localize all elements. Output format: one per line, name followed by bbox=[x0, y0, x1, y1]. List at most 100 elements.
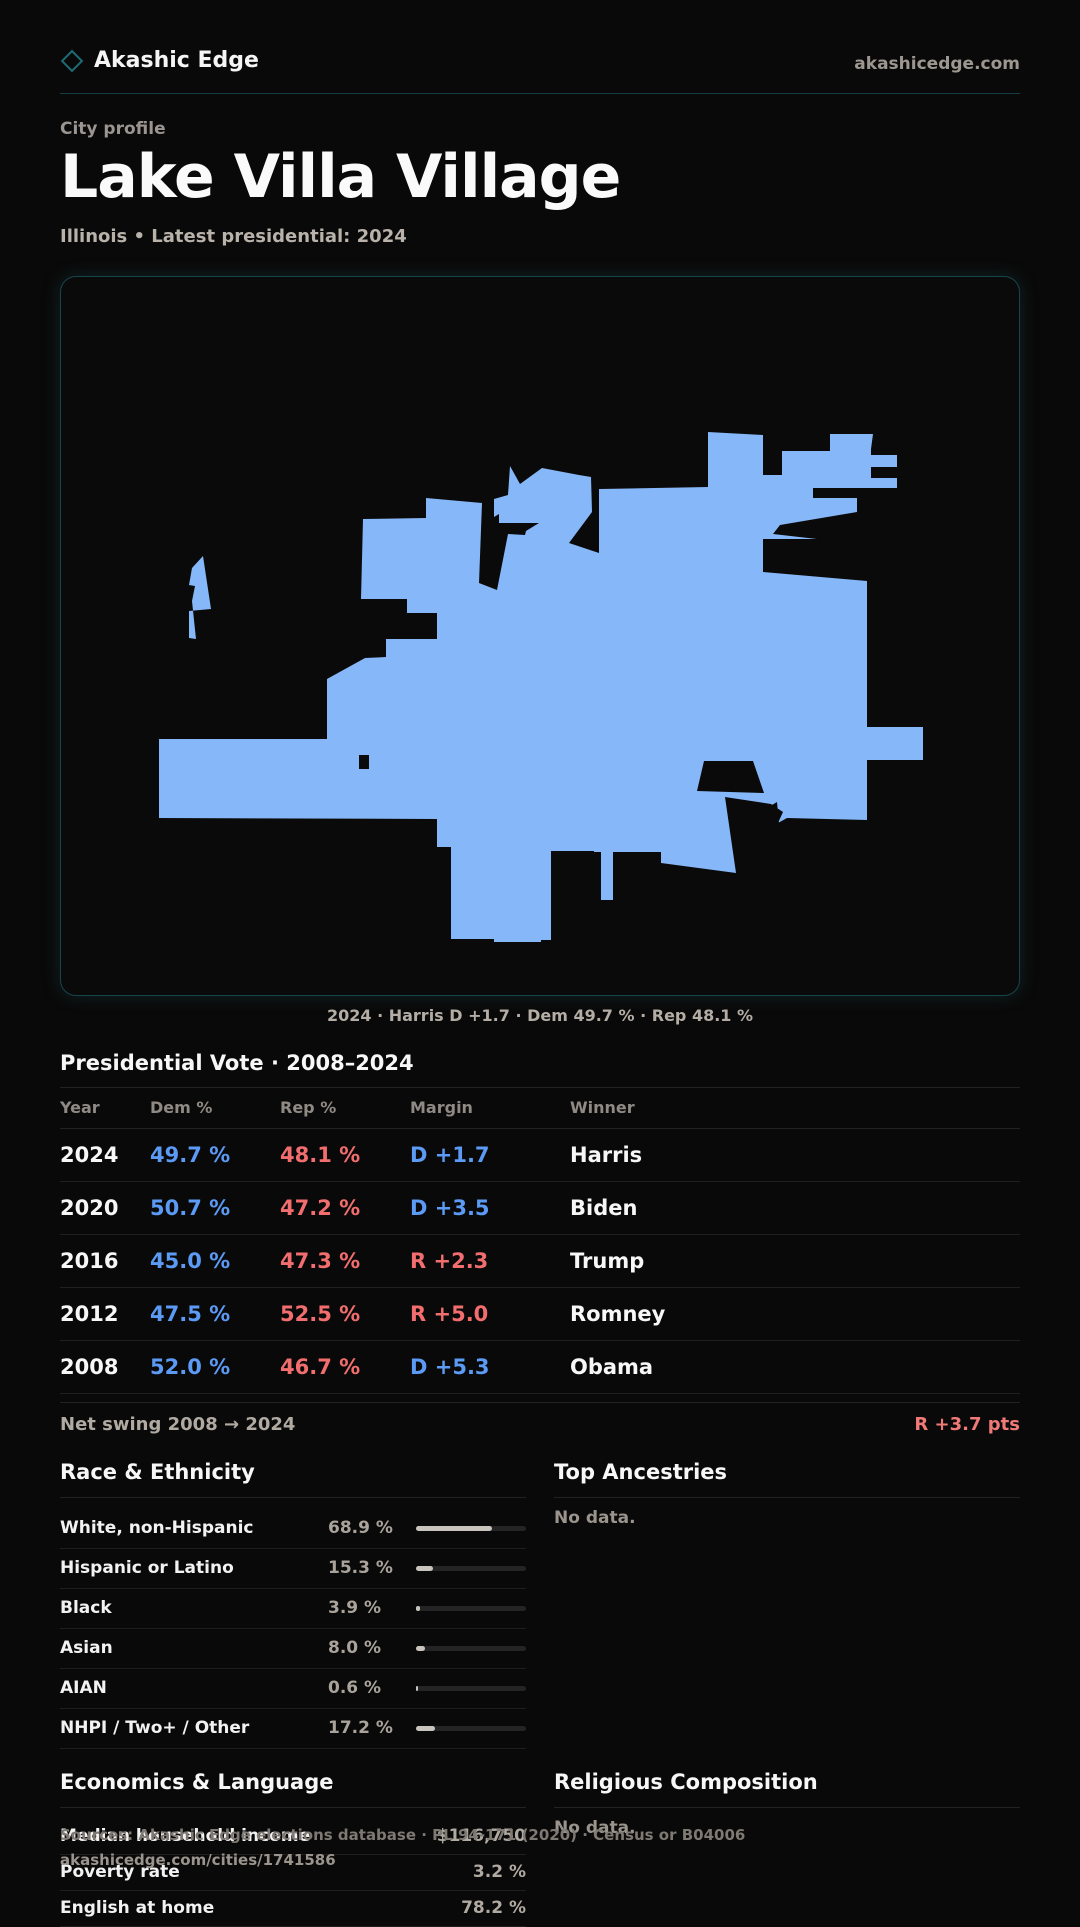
brand-link[interactable]: Akashic Edge bbox=[60, 48, 259, 73]
ancestry-title-divider bbox=[554, 1497, 1020, 1498]
row-dem-pct: 50.7 % bbox=[150, 1196, 231, 1220]
race-share-fill bbox=[416, 1686, 418, 1691]
race-percent: 3.9 % bbox=[328, 1598, 382, 1618]
economics-section-title: Economics & Language bbox=[60, 1770, 334, 1794]
header-divider bbox=[60, 93, 1020, 94]
page-subtitle: Illinois • Latest presidential: 2024 bbox=[60, 226, 407, 247]
boundary-holes bbox=[359, 334, 818, 824]
city-boundary-map bbox=[60, 276, 1020, 996]
row-margin: D +1.7 bbox=[410, 1143, 490, 1167]
row-margin: R +5.0 bbox=[410, 1302, 489, 1326]
row-winner: Harris bbox=[570, 1143, 643, 1167]
row-rep-pct: 52.5 % bbox=[280, 1302, 361, 1326]
col-rep-header: Rep % bbox=[280, 1098, 337, 1117]
brand-name: Akashic Edge bbox=[94, 48, 259, 73]
vote-table-row: 2024 49.7 % 48.1 % D +1.7 Harris bbox=[60, 1129, 1020, 1182]
col-year-header: Year bbox=[60, 1098, 100, 1117]
race-percent: 15.3 % bbox=[328, 1558, 393, 1578]
race-row: Asian 8.0 % bbox=[60, 1628, 526, 1669]
vote-table-row: 2012 47.5 % 52.5 % R +5.0 Romney bbox=[60, 1288, 1020, 1341]
vote-table-row: 2016 45.0 % 47.3 % R +2.3 Trump bbox=[60, 1235, 1020, 1288]
boundary-hole bbox=[697, 761, 764, 793]
race-share-bar bbox=[416, 1646, 526, 1651]
top-bar: Akashic Edge akashicedge.com bbox=[60, 48, 1020, 82]
map-caption: 2024 · Harris D +1.7 · Dem 49.7 % · Rep … bbox=[326, 1006, 754, 1025]
row-winner: Romney bbox=[570, 1302, 666, 1326]
row-rep-pct: 47.2 % bbox=[280, 1196, 361, 1220]
religion-empty-text: No data. bbox=[554, 1818, 636, 1838]
vote-table-row: 2020 50.7 % 47.2 % D +3.5 Biden bbox=[60, 1182, 1020, 1235]
row-margin: D +5.3 bbox=[410, 1355, 490, 1379]
economics-value: $116,750 bbox=[436, 1826, 526, 1846]
ancestry-section-title: Top Ancestries bbox=[554, 1460, 728, 1484]
page-url-link[interactable]: akashicedge.com/cities/1741586 bbox=[60, 1851, 336, 1869]
row-rep-pct: 46.7 % bbox=[280, 1355, 361, 1379]
row-year: 2016 bbox=[60, 1249, 119, 1273]
economics-row: Poverty rate 3.2 % bbox=[60, 1854, 526, 1891]
main-boundary-polygon bbox=[159, 432, 923, 942]
swing-divider bbox=[60, 1402, 1020, 1403]
net-swing-row: Net swing 2008 → 2024 R +3.7 pts bbox=[60, 1414, 1020, 1435]
row-year: 2008 bbox=[60, 1355, 119, 1379]
economics-row: English at home 78.2 % bbox=[60, 1890, 526, 1927]
row-winner: Obama bbox=[570, 1355, 654, 1379]
race-share-bar bbox=[416, 1606, 526, 1611]
economics-value: 78.2 % bbox=[461, 1898, 526, 1918]
race-share-fill bbox=[416, 1726, 435, 1731]
race-row: AIAN 0.6 % bbox=[60, 1668, 526, 1709]
site-domain-link[interactable]: akashicedge.com bbox=[854, 54, 1020, 74]
race-section-title: Race & Ethnicity bbox=[60, 1460, 255, 1484]
race-share-bar bbox=[416, 1566, 526, 1571]
race-label: White, non-Hispanic bbox=[60, 1518, 254, 1538]
race-share-fill bbox=[416, 1526, 492, 1531]
race-percent: 8.0 % bbox=[328, 1638, 382, 1658]
religion-title-divider bbox=[554, 1807, 1020, 1808]
ancestry-empty-text: No data. bbox=[554, 1508, 636, 1528]
economics-label: English at home bbox=[60, 1898, 215, 1918]
race-row: Black 3.9 % bbox=[60, 1588, 526, 1629]
race-row: White, non-Hispanic 68.9 % bbox=[60, 1508, 526, 1549]
col-margin-header: Margin bbox=[410, 1098, 473, 1117]
race-share-fill bbox=[416, 1606, 420, 1611]
economics-label: Median household income bbox=[60, 1826, 311, 1846]
race-share-bar bbox=[416, 1686, 526, 1691]
race-label: Asian bbox=[60, 1638, 113, 1658]
net-swing-value: R +3.7 pts bbox=[914, 1414, 1020, 1435]
race-row: NHPI / Two+ / Other 17.2 % bbox=[60, 1708, 526, 1749]
race-share-bar bbox=[416, 1726, 526, 1731]
race-percent: 68.9 % bbox=[328, 1518, 393, 1538]
boundary-svg bbox=[159, 334, 923, 942]
race-share-bar bbox=[416, 1526, 526, 1531]
race-percent: 0.6 % bbox=[328, 1678, 382, 1698]
row-year: 2020 bbox=[60, 1196, 119, 1220]
city-boundary-shape bbox=[159, 432, 923, 942]
vote-header-divider bbox=[60, 1128, 1020, 1129]
row-winner: Biden bbox=[570, 1196, 638, 1220]
page-kicker: City profile bbox=[60, 119, 166, 139]
net-swing-label: Net swing 2008 → 2024 bbox=[60, 1414, 296, 1435]
row-dem-pct: 47.5 % bbox=[150, 1302, 231, 1326]
west-fragment-polygon bbox=[189, 556, 211, 639]
page-title: Lake Villa Village bbox=[60, 142, 621, 212]
race-label: NHPI / Two+ / Other bbox=[60, 1718, 250, 1738]
race-title-divider bbox=[60, 1497, 526, 1498]
economics-value: 3.2 % bbox=[472, 1862, 526, 1882]
row-year: 2024 bbox=[60, 1143, 119, 1167]
race-percent: 17.2 % bbox=[328, 1718, 393, 1738]
row-dem-pct: 52.0 % bbox=[150, 1355, 231, 1379]
boundary-hole bbox=[810, 334, 818, 340]
race-label: Black bbox=[60, 1598, 112, 1618]
vote-table-header: Year Dem % Rep % Margin Winner bbox=[60, 1098, 1020, 1118]
col-winner-header: Winner bbox=[570, 1098, 635, 1117]
col-dem-header: Dem % bbox=[150, 1098, 213, 1117]
row-winner: Trump bbox=[570, 1249, 645, 1273]
boundary-hole bbox=[767, 802, 779, 824]
race-share-fill bbox=[416, 1566, 433, 1571]
boundary-hole bbox=[359, 755, 369, 769]
row-rep-pct: 47.3 % bbox=[280, 1249, 361, 1273]
economics-row: Median household income $116,750 bbox=[60, 1818, 526, 1855]
row-rep-pct: 48.1 % bbox=[280, 1143, 361, 1167]
row-dem-pct: 45.0 % bbox=[150, 1249, 231, 1273]
race-label: AIAN bbox=[60, 1678, 107, 1698]
diamond-logo-icon bbox=[60, 49, 84, 72]
